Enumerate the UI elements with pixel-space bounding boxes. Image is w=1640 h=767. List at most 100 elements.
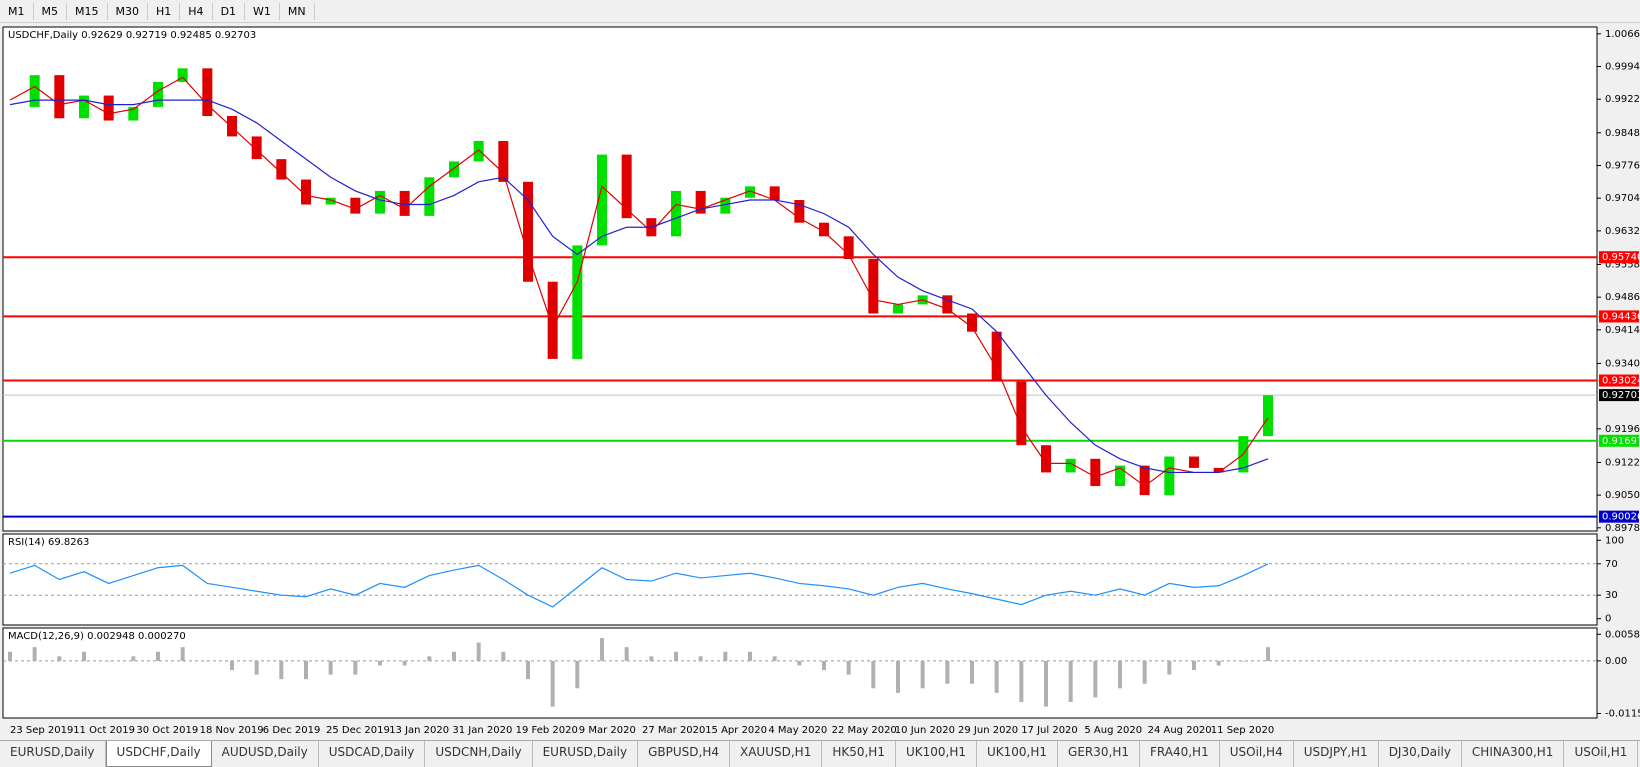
macd-bar [970, 660, 974, 684]
macd-bar [797, 660, 802, 666]
chart-tab[interactable]: CHINA300,H1 [1462, 741, 1565, 767]
macd-bar [476, 642, 481, 661]
panel [2, 533, 1598, 626]
timeframe-button[interactable]: H4 [180, 2, 213, 20]
macd-bar [1019, 660, 1024, 703]
chart-tab[interactable]: GBPUSD,H4 [638, 741, 730, 767]
candle [671, 190, 681, 237]
candle [399, 190, 410, 216]
y-tick-label: -0.011514 [1605, 708, 1640, 719]
macd-bar [550, 660, 555, 707]
macd-bar [304, 660, 308, 680]
timeframe-button[interactable]: H1 [148, 2, 181, 20]
price-label-box [1599, 434, 1639, 447]
macd-bar [748, 651, 752, 661]
macd-bar [279, 660, 284, 680]
macd-bar [106, 660, 111, 662]
macd-bar [82, 651, 86, 661]
chart-tab[interactable]: USDCAD,Daily [319, 741, 426, 767]
candle [128, 106, 139, 121]
candle [572, 245, 583, 359]
price-label-box [1599, 510, 1639, 523]
macd-bar [156, 651, 160, 661]
macd-bar [501, 651, 506, 661]
chart-tab[interactable]: HK50,H1 [822, 741, 896, 767]
chart-tab[interactable]: EURUSD,Daily [533, 741, 639, 767]
macd-bar [871, 660, 876, 689]
candle [621, 154, 632, 219]
panel [2, 627, 1598, 719]
chart-tab[interactable]: GER30,H1 [1058, 741, 1140, 767]
macd-bar [230, 660, 234, 671]
x-tick-label: 30 Oct 2019 [136, 725, 198, 736]
price-label-box [1599, 251, 1639, 264]
x-tick-label: 17 Jul 2020 [1021, 725, 1078, 736]
chart-tab[interactable]: USDCHF,Daily [105, 741, 212, 767]
candle [523, 181, 533, 282]
level-label: 0.93024 [1602, 376, 1640, 387]
candle [991, 331, 1002, 382]
timeframe-button[interactable]: M30 [108, 2, 148, 20]
x-tick-label: 5 Aug 2020 [1084, 725, 1142, 736]
timeframe-button[interactable]: MN [280, 2, 315, 20]
moving-average [9, 76, 1269, 487]
level-label: 0.95740 [1602, 252, 1640, 263]
candle [967, 313, 977, 332]
panel-title: USDCHF,Daily 0.92629 0.92719 0.92485 0.9… [8, 30, 256, 41]
panel-title: RSI(14) 69.8263 [8, 537, 89, 548]
x-tick-label: 13 Jan 2020 [389, 725, 449, 736]
macd-bar [1167, 660, 1172, 675]
macd-bar [649, 656, 654, 661]
macd-bar [526, 660, 530, 680]
price-label-box [1599, 389, 1639, 402]
chart-tab[interactable]: USOil,H1 [1564, 741, 1639, 767]
chart-tab[interactable]: USDCNH,Daily [425, 741, 533, 767]
candle [843, 236, 854, 260]
chart-tab[interactable]: USOil,H4 [1220, 741, 1294, 767]
timeframe-button[interactable]: D1 [213, 2, 246, 20]
candle [251, 136, 262, 160]
macd-bar [57, 656, 62, 661]
level-label: 0.94436 [1602, 311, 1640, 322]
candle [1041, 445, 1051, 473]
chart-tabs: EURUSD,Daily USDCHF,Daily AUDUSD,Daily USDC… [0, 740, 1640, 767]
macd-bar [945, 660, 950, 684]
timeframe-button[interactable]: M15 [67, 2, 108, 20]
macd-bar [920, 660, 925, 689]
macd-bar [1142, 660, 1147, 684]
chart-tab[interactable]: FRA40,H1 [1140, 741, 1220, 767]
price-label-box [1599, 374, 1639, 387]
timeframe-button[interactable]: M5 [34, 2, 67, 20]
chart-tab[interactable]: DJ30,Daily [1379, 741, 1462, 767]
macd-bar [1044, 660, 1048, 707]
macd-bar [32, 647, 37, 661]
macd-bar [822, 660, 826, 671]
candle [547, 281, 558, 359]
timeframe-button[interactable]: W1 [245, 2, 280, 20]
chart-tab[interactable]: USDJPY,H1 [1294, 741, 1379, 767]
y-tick-label: 0.005818 [1605, 629, 1640, 640]
macd-bar [205, 660, 210, 662]
x-tick-label: 4 May 2020 [768, 725, 827, 736]
chart-tab[interactable]: AUDUSD,Daily [212, 741, 319, 767]
candle [1139, 465, 1150, 496]
x-tick-label: 9 Mar 2020 [579, 725, 636, 736]
chart-tab[interactable]: EURUSD,Daily [0, 741, 106, 767]
y-tick-label: 0 [1605, 614, 1611, 625]
chart-tab[interactable]: UK100,H1 [977, 741, 1059, 767]
x-tick-label: 6 Dec 2019 [263, 725, 321, 736]
chart-tab[interactable]: XAUUSD,H1 [730, 741, 823, 767]
timeframe-button[interactable]: M1 [0, 2, 34, 20]
candle [424, 177, 435, 216]
x-tick-label: 11 Oct 2019 [73, 725, 135, 736]
rsi-line [9, 563, 1269, 608]
candle [227, 115, 237, 137]
chart-tab[interactable]: UK100,H1 [896, 741, 977, 767]
x-tick-label: 29 Jun 2020 [958, 725, 1018, 736]
candle [1090, 458, 1101, 487]
